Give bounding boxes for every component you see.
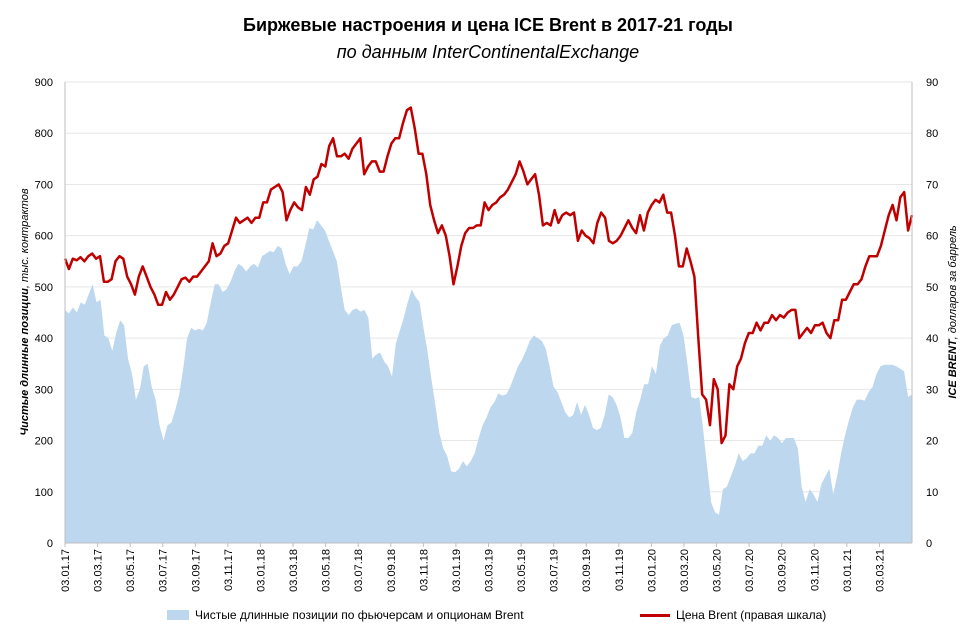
legend-label-line: Цена Brent (правая шкала) — [676, 608, 827, 622]
right-tick-label: 70 — [926, 179, 938, 191]
legend-label-area: Чистые длинные позиции по фьючерсам и оп… — [195, 608, 524, 622]
x-tick-label: 03.07.17 — [158, 549, 170, 592]
chart-subtitle: по данным InterContinentalExchange — [336, 42, 640, 62]
x-tick-label: 03.03.18 — [288, 549, 300, 592]
x-tick-label: 03.09.17 — [190, 549, 202, 592]
left-tick-label: 300 — [35, 384, 53, 396]
x-tick-label: 03.01.18 — [255, 549, 267, 592]
x-tick-label: 03.11.18 — [418, 549, 430, 591]
brent-price-line — [63, 106, 914, 445]
right-tick-label: 20 — [926, 436, 938, 448]
right-tick-label: 90 — [926, 77, 938, 89]
x-tick-label: 03.09.19 — [581, 549, 593, 592]
legend-item-area: Чистые длинные позиции по фьючерсам и оп… — [167, 608, 524, 622]
x-tick-label: 03.11.17 — [223, 549, 235, 591]
right-axis-label: ICE BRENT, долларов за баррель — [947, 225, 959, 399]
x-tick-label: 03.03.19 — [484, 549, 496, 592]
left-tick-label: 800 — [35, 128, 53, 140]
right-tick-label: 60 — [926, 231, 938, 243]
x-tick-label: 03.01.20 — [646, 549, 658, 592]
x-tick-label: 03.01.21 — [842, 549, 854, 592]
x-tick-label: 03.11.20 — [809, 549, 821, 591]
x-tick-label: 03.11.19 — [614, 549, 626, 591]
left-tick-labels: 0 100 200 300 400 500 600 700 800 900 — [35, 77, 53, 550]
net-long-positions-area — [65, 220, 912, 544]
x-tick-label: 03.05.18 — [321, 549, 333, 592]
right-tick-label: 10 — [926, 487, 938, 499]
left-tick-label: 700 — [35, 179, 53, 191]
left-tick-label: 0 — [47, 538, 53, 550]
left-axis-label: Чистые длинные позиции, тыс. контрактов — [19, 188, 31, 436]
legend-swatch-line — [640, 613, 670, 617]
left-tick-label: 400 — [35, 333, 53, 345]
legend-item-line: Цена Brent (правая шкала) — [640, 608, 826, 622]
x-tick-label: 03.09.18 — [386, 549, 398, 592]
x-tick-label: 03.09.20 — [777, 549, 789, 592]
left-tick-label: 200 — [35, 436, 53, 448]
x-tick-label: 03.05.20 — [712, 549, 724, 592]
x-tick-label: 03.05.19 — [516, 549, 528, 592]
x-tick-label: 03.03.17 — [93, 549, 105, 592]
right-tick-label: 80 — [926, 128, 938, 140]
left-tick-label: 500 — [35, 282, 53, 294]
legend-swatch-area — [167, 610, 189, 620]
x-tick-label: 03.07.19 — [549, 549, 561, 592]
right-tick-label: 50 — [926, 282, 938, 294]
right-tick-label: 30 — [926, 384, 938, 396]
chart-title: Биржевые настроения и цена ICE Brent в 2… — [243, 15, 733, 35]
x-tick-label: 03.03.21 — [874, 549, 886, 592]
right-tick-labels: 0 10 20 30 40 50 60 70 80 90 — [926, 77, 938, 550]
left-tick-label: 900 — [35, 77, 53, 89]
left-tick-label: 600 — [35, 231, 53, 243]
x-tick-label: 03.05.17 — [125, 549, 137, 592]
left-tick-label: 100 — [35, 487, 53, 499]
x-tick-label: 03.07.20 — [744, 549, 756, 592]
x-tick-label: 03.03.20 — [679, 549, 691, 592]
x-tick-label: 03.07.18 — [353, 549, 365, 592]
right-tick-label: 40 — [926, 333, 938, 345]
x-tick-labels: 03.01.17 03.03.17 03.05.17 03.07.17 03.09.17… — [60, 543, 886, 592]
right-tick-label: 0 — [926, 538, 932, 550]
x-tick-label: 03.01.19 — [451, 549, 463, 592]
x-tick-label: 03.01.17 — [60, 549, 72, 592]
